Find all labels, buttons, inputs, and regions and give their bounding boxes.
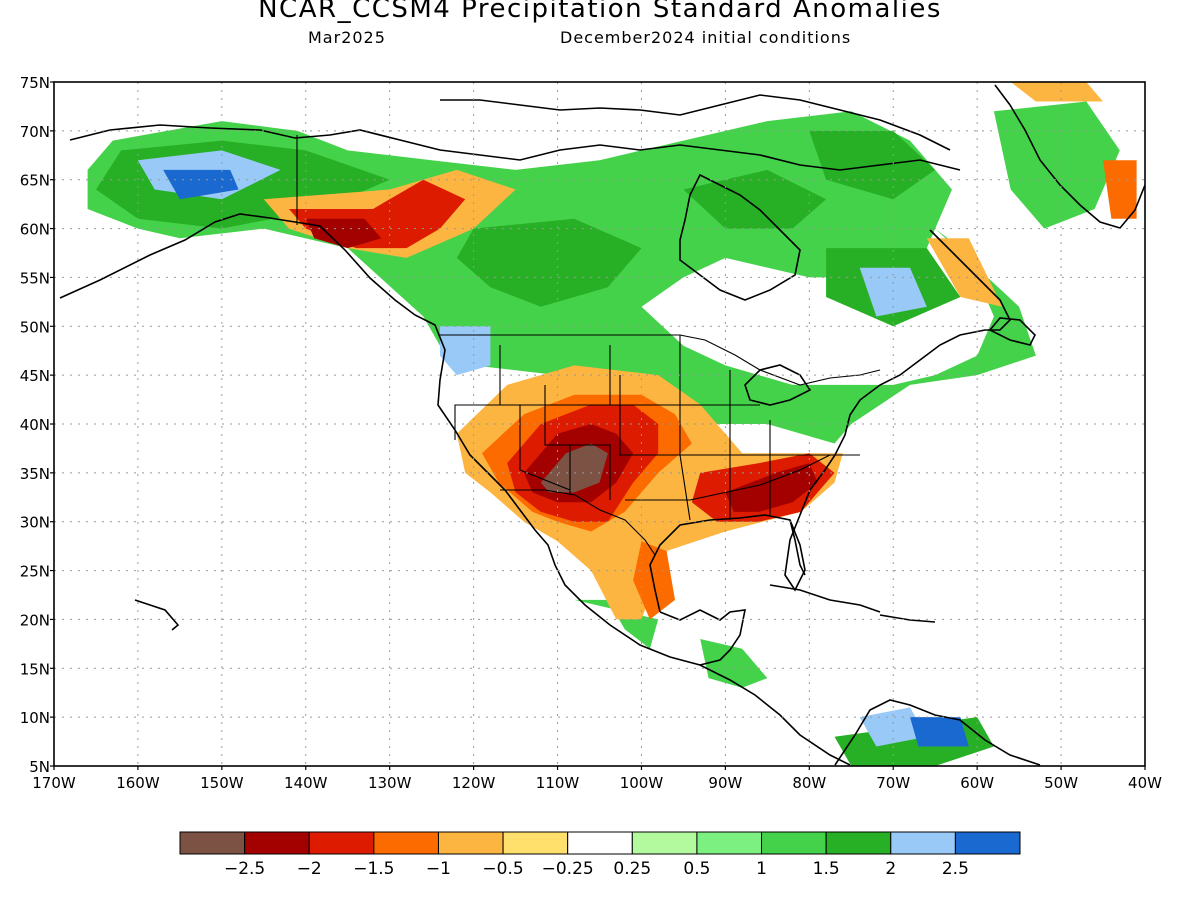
colorbar-label: −0.5	[482, 859, 523, 879]
coastline-southamerica	[834, 699, 1041, 766]
colorbar-label: −2	[297, 859, 322, 879]
lon-tick-label: 120W	[452, 774, 496, 792]
border-state-1	[544, 385, 611, 500]
lat-tick-label: 45N	[20, 367, 50, 385]
colorbar-swatch	[696, 831, 763, 855]
lon-tick-label: 100W	[620, 774, 664, 792]
lon-tick-label: 90W	[708, 774, 742, 792]
coastline-cuba	[769, 584, 881, 613]
border-state-3	[619, 375, 860, 456]
colorbar-swatch	[761, 831, 827, 855]
lon-tick-label: 80W	[792, 774, 826, 792]
colorbar-swatch	[567, 831, 633, 855]
lat-tick-label: 65N	[20, 172, 50, 190]
lon-tick-label: 110W	[536, 774, 580, 792]
lat-tick-label: 70N	[20, 123, 50, 141]
colorbar-label: −2.5	[224, 859, 265, 879]
anomaly-region-29	[926, 238, 1003, 307]
colorbar-label: −1.5	[353, 859, 394, 879]
colorbar-swatch	[179, 831, 246, 855]
coastline-hispaniola	[879, 614, 936, 623]
lat-tick-label: 5N	[29, 758, 50, 776]
border-state-4	[519, 405, 571, 495]
colorbar-swatch	[437, 831, 504, 855]
lon-tick-label: 140W	[284, 774, 328, 792]
colorbar-label: 2.5	[942, 859, 969, 879]
anomaly-region-14	[163, 169, 239, 200]
colorbar-label: −0.25	[542, 859, 594, 879]
lon-tick-label: 40W	[1128, 774, 1162, 792]
anomaly-region-27	[1010, 82, 1103, 102]
colorbar-swatch	[373, 831, 439, 855]
colorbar-label: 1.5	[813, 859, 840, 879]
colorbar-label: −1	[426, 859, 451, 879]
lon-tick-label: 150W	[200, 774, 244, 792]
axis-tick-labels: 75N 70N 65N 60N 55N 50N 45N 40N 35N 30N 25N 20N 15N 1…	[20, 74, 1162, 792]
border-state-6	[454, 345, 611, 440]
political-borders	[296, 135, 881, 556]
lat-tick-label: 15N	[20, 660, 50, 678]
coastline-greenland	[994, 84, 1145, 229]
coastline-hudson	[679, 173, 801, 301]
lon-tick-label: 60W	[960, 774, 994, 792]
anomaly-region-26	[633, 541, 675, 620]
colorbar-label: 2	[885, 859, 896, 879]
colorbar: −2.5 −2 −1.5 −1 −0.5 −0.25 0.25 0.5 1 1.5 2 2.5	[179, 831, 1021, 879]
colorbar-label: 0.25	[613, 859, 651, 879]
anomaly-region-28	[1103, 160, 1137, 219]
coastline-hawaii	[134, 599, 180, 631]
border-us-canada	[440, 334, 881, 386]
colorbar-swatch	[244, 831, 310, 855]
anomaly-region-18	[305, 218, 382, 249]
colorbar-swatch	[502, 831, 569, 855]
colorbar-swatch	[890, 831, 956, 855]
colorbar-swatch	[308, 831, 375, 855]
coastline-florida	[789, 519, 806, 576]
map-title: NCAR_CCSM4 Precipitation Standard Anomal…	[258, 0, 942, 24]
anomaly-region-2	[456, 218, 642, 307]
lat-tick-label: 75N	[20, 74, 50, 92]
lat-tick-label: 35N	[20, 465, 50, 483]
lat-tick-label: 40N	[20, 416, 50, 434]
lat-tick-label: 30N	[20, 514, 50, 532]
anomaly-region-8	[700, 639, 768, 688]
anomaly-region-15	[910, 717, 969, 747]
colorbar-label: 1	[756, 859, 767, 879]
coastline-yucatan	[659, 609, 747, 666]
anomaly-region-6	[993, 101, 1120, 229]
lat-tick-label: 60N	[20, 221, 50, 239]
lat-tick-label: 25N	[20, 563, 50, 581]
colorbar-swatch	[954, 831, 1021, 855]
border-us-mexico	[500, 489, 656, 556]
lon-tick-label: 160W	[116, 774, 160, 792]
colorbar-label: 0.5	[683, 859, 710, 879]
initial-conditions: December2024 initial conditions	[560, 28, 852, 47]
lon-tick-label: 70W	[876, 774, 910, 792]
colorbar-swatch	[825, 831, 892, 855]
anomaly-region-25	[725, 463, 818, 512]
border-state-5	[679, 335, 771, 521]
coastline-arctic	[69, 124, 961, 171]
coastline-great-lakes	[744, 364, 812, 406]
lat-tick-label: 55N	[20, 269, 50, 287]
lat-lon-grid	[54, 82, 1145, 766]
coastline-newfoundland	[988, 317, 1036, 346]
lat-tick-label: 10N	[20, 709, 50, 727]
lat-tick-label: 20N	[20, 611, 50, 629]
anomaly-region-11	[440, 326, 491, 376]
anomaly-region-7	[574, 599, 659, 649]
lon-tick-label: 130W	[368, 774, 412, 792]
anomaly-region-12	[859, 267, 927, 317]
border-state-7	[625, 454, 831, 501]
coastline-islands	[440, 94, 951, 151]
colorbar-swatch	[631, 831, 698, 855]
anomaly-region-23	[540, 443, 608, 493]
lon-tick-label: 50W	[1044, 774, 1078, 792]
forecast-month: Mar2025	[308, 28, 386, 47]
lat-tick-label: 50N	[20, 318, 50, 336]
anomaly-region-4	[809, 130, 936, 200]
lon-tick-label: 170W	[32, 774, 76, 792]
anomaly-fills	[87, 82, 1137, 766]
